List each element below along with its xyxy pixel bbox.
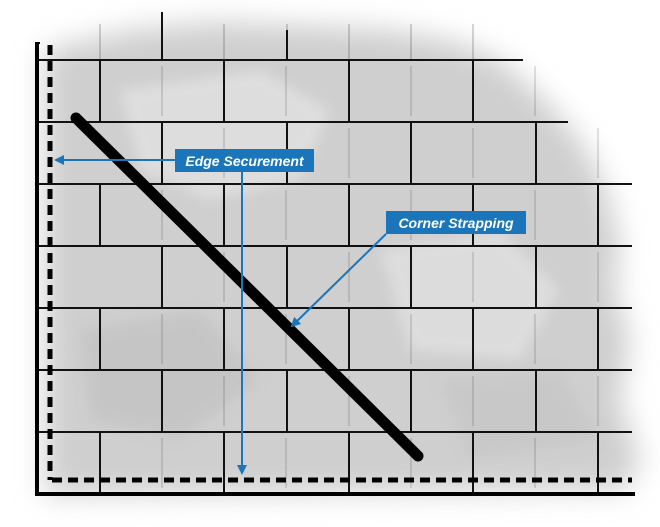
edge-securement-callout: Edge Securement [54, 149, 314, 475]
corner-strap [70, 112, 424, 462]
corner-strapping-callout: Corner Strapping [290, 211, 526, 328]
edge-securement-label-box [175, 149, 314, 172]
corner-strapping-label-box [386, 211, 526, 234]
corner-strapping-label: Corner Strapping [398, 215, 514, 231]
corner-strapping-arrow [290, 233, 387, 328]
edge-securement-label: Edge Securement [185, 153, 305, 169]
smoke-background [45, 22, 640, 495]
